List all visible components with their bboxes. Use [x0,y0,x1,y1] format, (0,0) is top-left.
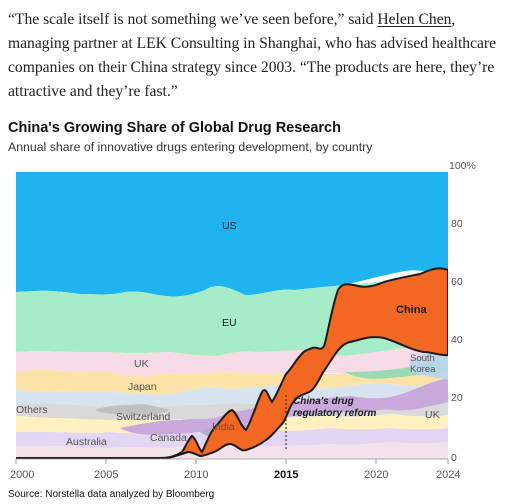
y-axis: 0 20 40 60 80 100% [16,160,476,464]
x-tick-label: 2020 [364,469,388,481]
chart-subtitle: Annual share of innovative drugs enterin… [8,140,373,154]
label-canada: Canada [150,432,187,444]
series-china-area [16,267,448,459]
label-india: India [212,421,235,433]
article-quote: “The scale itself is not something we’ve… [8,8,500,104]
x-axis: 2000 2005 2010 2015 2020 2024 [10,458,460,481]
korea-stream [410,352,448,380]
quote-text-2: , managing partner at LEK Consulting in … [8,11,497,100]
series-japan-area [16,369,448,395]
label-switzerland: Switzerland [116,411,170,423]
switzerland-stream [95,404,170,415]
series-uk-area [16,348,448,377]
label-uk: UK [134,358,149,370]
x-tick-label: 2000 [10,469,34,481]
x-tick-label: 2010 [184,469,208,481]
chart-source: Source: Norstella data analyzed by Bloom… [8,489,215,500]
label-others: Others [16,404,48,416]
label-us: US [222,220,237,232]
reform-annotation: China's drug regulatory reform [293,396,376,419]
y-tick-label: 60 [451,276,463,288]
series-labels: US EU UK Japan Others Switzerland India … [16,220,440,448]
chart-title: China's Growing Share of Global Drug Res… [8,120,341,136]
x-tick-label: 2024 [436,469,460,481]
y-tick-label: 100% [449,160,476,172]
chart-area: 0 20 40 60 80 100% 2000 2005 2010 2015 2… [0,156,506,486]
y-tick-label: 20 [451,392,463,404]
x-tick-label-highlight: 2015 [274,469,298,481]
label-uk-right: UK [425,409,440,421]
series-us-area [16,172,448,297]
series-others-area [16,442,448,459]
label-australia: Australia [66,436,107,448]
x-tick-label: 2005 [94,469,118,481]
annotation-line-1: China's drug [293,396,354,407]
quote-text-1: “The scale itself is not something we’ve… [8,11,378,28]
label-south-korea-wrap: South Korea [410,353,436,375]
y-tick-label: 80 [451,218,463,230]
label-eu: EU [222,317,237,329]
chart-plot [16,172,448,459]
label-china: China [396,304,427,316]
stream-chart-svg: 0 20 40 60 80 100% 2000 2005 2010 2015 2… [10,160,476,481]
helen-chen-link[interactable]: Helen Chen [377,11,452,28]
y-tick-label: 0 [451,452,457,464]
label-japan: Japan [128,381,157,393]
label-south-korea: South Korea [410,353,436,375]
annotation-line-2: regulatory reform [293,408,376,419]
y-tick-label: 40 [451,334,463,346]
